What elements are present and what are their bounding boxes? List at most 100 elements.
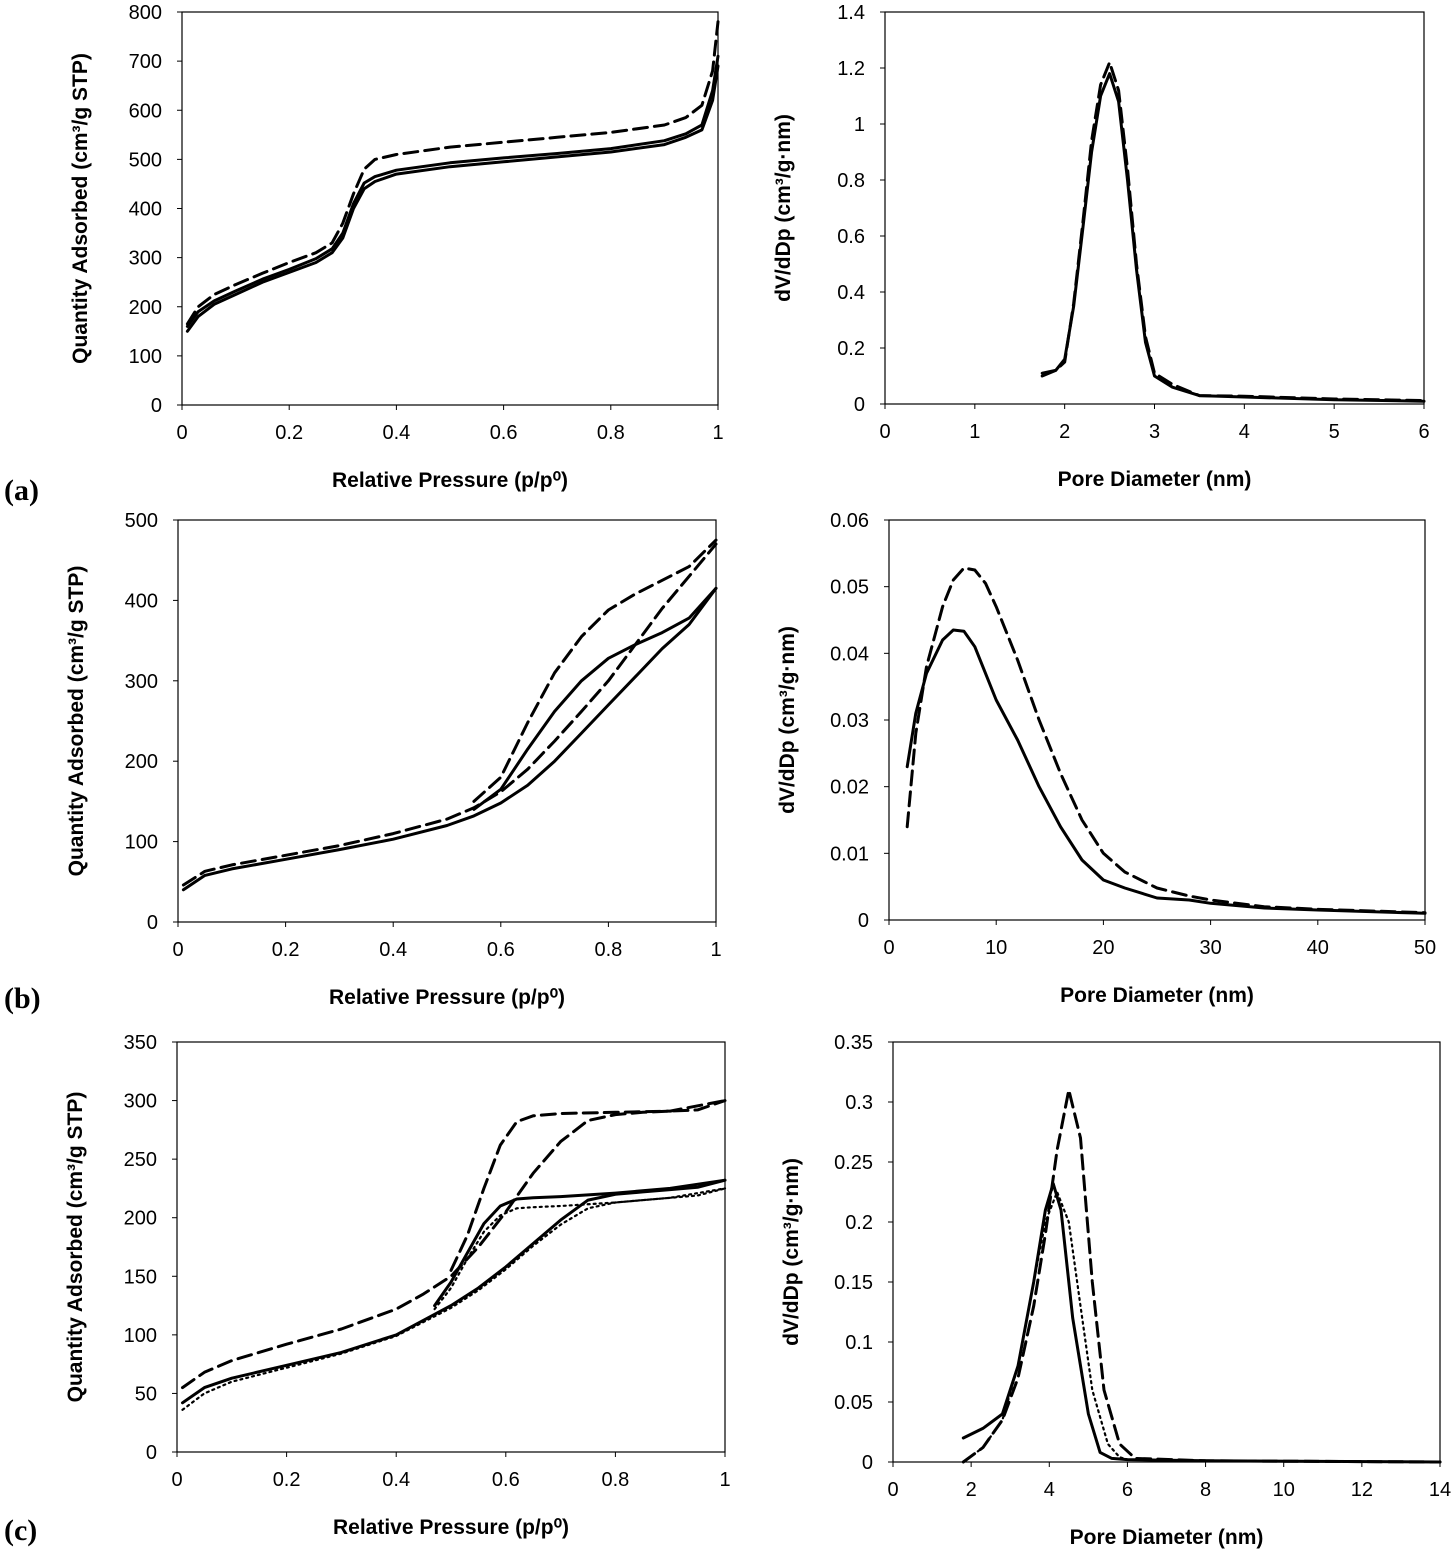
y-tick-label: 0 bbox=[146, 1442, 157, 1464]
y-tick-label: 0.3 bbox=[845, 1092, 873, 1114]
x-tick-label: 0.6 bbox=[487, 939, 515, 961]
y-tick-label: 300 bbox=[124, 1091, 157, 1113]
x-axis-label: Relative Pressure (p/p⁰) bbox=[333, 1516, 569, 1539]
x-tick-label: 0.8 bbox=[594, 939, 622, 961]
y-tick-label: 0.02 bbox=[830, 777, 869, 799]
x-tick-label: 6 bbox=[1418, 421, 1429, 443]
y-tick-label: 0.01 bbox=[830, 843, 869, 865]
x-tick-label: 4 bbox=[1239, 421, 1250, 443]
y-tick-label: 200 bbox=[124, 1208, 157, 1230]
x-tick-label: 0 bbox=[171, 1469, 182, 1491]
x-tick-label: 0.4 bbox=[382, 1469, 410, 1491]
y-tick-label: 50 bbox=[135, 1383, 157, 1405]
series-line-solid bbox=[1040, 72, 1426, 403]
y-tick-label: 0.2 bbox=[837, 338, 865, 360]
chart-c-pore-distribution: 0 2 4 6 8 10 12 14 0 0.05 0.1 0.15 0.2 0.25 0.3 0.35 Por… bbox=[780, 1032, 1451, 1549]
y-tick-label: 0 bbox=[858, 910, 869, 932]
x-tick-label: 0.8 bbox=[601, 1469, 629, 1491]
series-line-dotted-desorption bbox=[433, 1187, 727, 1311]
y-tick-label: 0.15 bbox=[834, 1272, 873, 1294]
series-line-dashed-desorption bbox=[449, 1099, 727, 1272]
x-axis-label: Relative Pressure (p/p⁰) bbox=[329, 986, 565, 1009]
y-tick-label: 100 bbox=[125, 832, 158, 854]
plot-frame bbox=[888, 519, 1426, 921]
x-tick-label: 1 bbox=[710, 939, 721, 961]
y-tick-label: 0.06 bbox=[830, 510, 869, 532]
y-tick-label: 200 bbox=[129, 297, 162, 319]
series-line-solid-desorption bbox=[433, 1178, 727, 1308]
series-line-dashed bbox=[185, 20, 720, 326]
x-tick-label: 50 bbox=[1414, 937, 1436, 959]
y-tick-label: 0 bbox=[147, 912, 158, 934]
series-line-solid-2 bbox=[185, 54, 720, 328]
y-tick-label: 800 bbox=[129, 2, 162, 24]
x-tick-label: 5 bbox=[1329, 421, 1340, 443]
plot-frame bbox=[177, 519, 717, 923]
plot-frame bbox=[176, 1041, 726, 1453]
y-tick-label: 250 bbox=[124, 1149, 157, 1171]
y-tick-label: 0.05 bbox=[830, 577, 869, 599]
y-tick-label: 0 bbox=[862, 1452, 873, 1474]
chart-b-pore-distribution: 0 10 20 30 40 50 0 0.01 0.02 0.03 0.04 0.05 0.06 Pore… bbox=[776, 510, 1436, 1007]
x-tick-label: 4 bbox=[1044, 1479, 1055, 1501]
series-line-solid-adsorption bbox=[181, 586, 718, 892]
panel-label-b: (b) bbox=[4, 982, 41, 1015]
y-axis-label: Quantity Adsorbed (cm³/g STP) bbox=[64, 1092, 87, 1403]
x-tick-label: 0.2 bbox=[275, 422, 303, 444]
y-tick-label: 0 bbox=[854, 394, 865, 416]
y-tick-label: 0.05 bbox=[834, 1392, 873, 1414]
y-axis-label: dV/dDp (cm³/g·nm) bbox=[776, 626, 799, 814]
x-tick-label: 8 bbox=[1200, 1479, 1211, 1501]
x-axis-label: Pore Diameter (nm) bbox=[1070, 1526, 1264, 1549]
y-tick-label: 100 bbox=[129, 346, 162, 368]
y-tick-label: 500 bbox=[125, 510, 158, 532]
x-tick-label: 0 bbox=[883, 937, 894, 959]
series-line-dotted-adsorption bbox=[181, 1187, 727, 1411]
x-tick-label: 0 bbox=[172, 939, 183, 961]
x-tick-label: 2 bbox=[1059, 421, 1070, 443]
y-tick-label: 400 bbox=[125, 590, 158, 612]
chart-c-isotherm: 0 0.2 0.4 0.6 0.8 1 0 50 100 150 200 250 300 350 Relat… bbox=[64, 1032, 731, 1539]
y-tick-label: 1.2 bbox=[837, 58, 865, 80]
series-line-dashed-adsorption bbox=[181, 1099, 727, 1390]
y-tick-label: 0 bbox=[151, 395, 162, 417]
x-tick-label: 0 bbox=[887, 1479, 898, 1501]
y-tick-label: 0.25 bbox=[834, 1152, 873, 1174]
x-axis-label: Pore Diameter (nm) bbox=[1058, 468, 1252, 491]
plot-frame bbox=[884, 11, 1425, 405]
plot-frame bbox=[892, 1041, 1441, 1463]
series-line-dotted bbox=[962, 1190, 1442, 1464]
y-tick-label: 0.04 bbox=[830, 643, 869, 665]
series-line-solid-1 bbox=[185, 64, 720, 333]
x-tick-label: 0.2 bbox=[272, 939, 300, 961]
y-tick-label: 0.8 bbox=[837, 170, 865, 192]
y-tick-label: 0.6 bbox=[837, 226, 865, 248]
x-tick-label: 6 bbox=[1122, 1479, 1133, 1501]
x-tick-label: 1 bbox=[712, 422, 723, 444]
x-tick-label: 1 bbox=[719, 1469, 730, 1491]
x-tick-label: 14 bbox=[1429, 1479, 1451, 1501]
y-tick-label: 600 bbox=[129, 100, 162, 122]
x-tick-label: 0.4 bbox=[382, 422, 410, 444]
x-tick-label: 12 bbox=[1351, 1479, 1373, 1501]
x-tick-label: 3 bbox=[1149, 421, 1160, 443]
chart-b-isotherm: 0 0.2 0.4 0.6 0.8 1 0 100 200 300 400 500 Relative P… bbox=[65, 510, 722, 1009]
x-tick-label: 0.8 bbox=[597, 422, 625, 444]
y-axis-label: dV/dDp (cm³/g·nm) bbox=[780, 1158, 803, 1346]
x-tick-label: 0.6 bbox=[490, 422, 518, 444]
series-line-solid-desorption bbox=[472, 586, 718, 811]
series-line-dashed-desorption bbox=[472, 538, 718, 803]
x-tick-label: 0.2 bbox=[273, 1469, 301, 1491]
x-tick-label: 10 bbox=[985, 937, 1007, 959]
y-tick-label: 0.4 bbox=[837, 282, 865, 304]
x-tick-label: 0.4 bbox=[379, 939, 407, 961]
x-tick-label: 2 bbox=[966, 1479, 977, 1501]
y-tick-label: 0.03 bbox=[830, 710, 869, 732]
y-tick-label: 700 bbox=[129, 51, 162, 73]
x-tick-label: 0 bbox=[879, 421, 890, 443]
y-axis-label: Quantity Adsorbed (cm³/g STP) bbox=[69, 53, 92, 364]
plot-frame bbox=[181, 11, 719, 406]
x-tick-label: 0 bbox=[176, 422, 187, 444]
y-tick-label: 1.4 bbox=[837, 2, 865, 24]
